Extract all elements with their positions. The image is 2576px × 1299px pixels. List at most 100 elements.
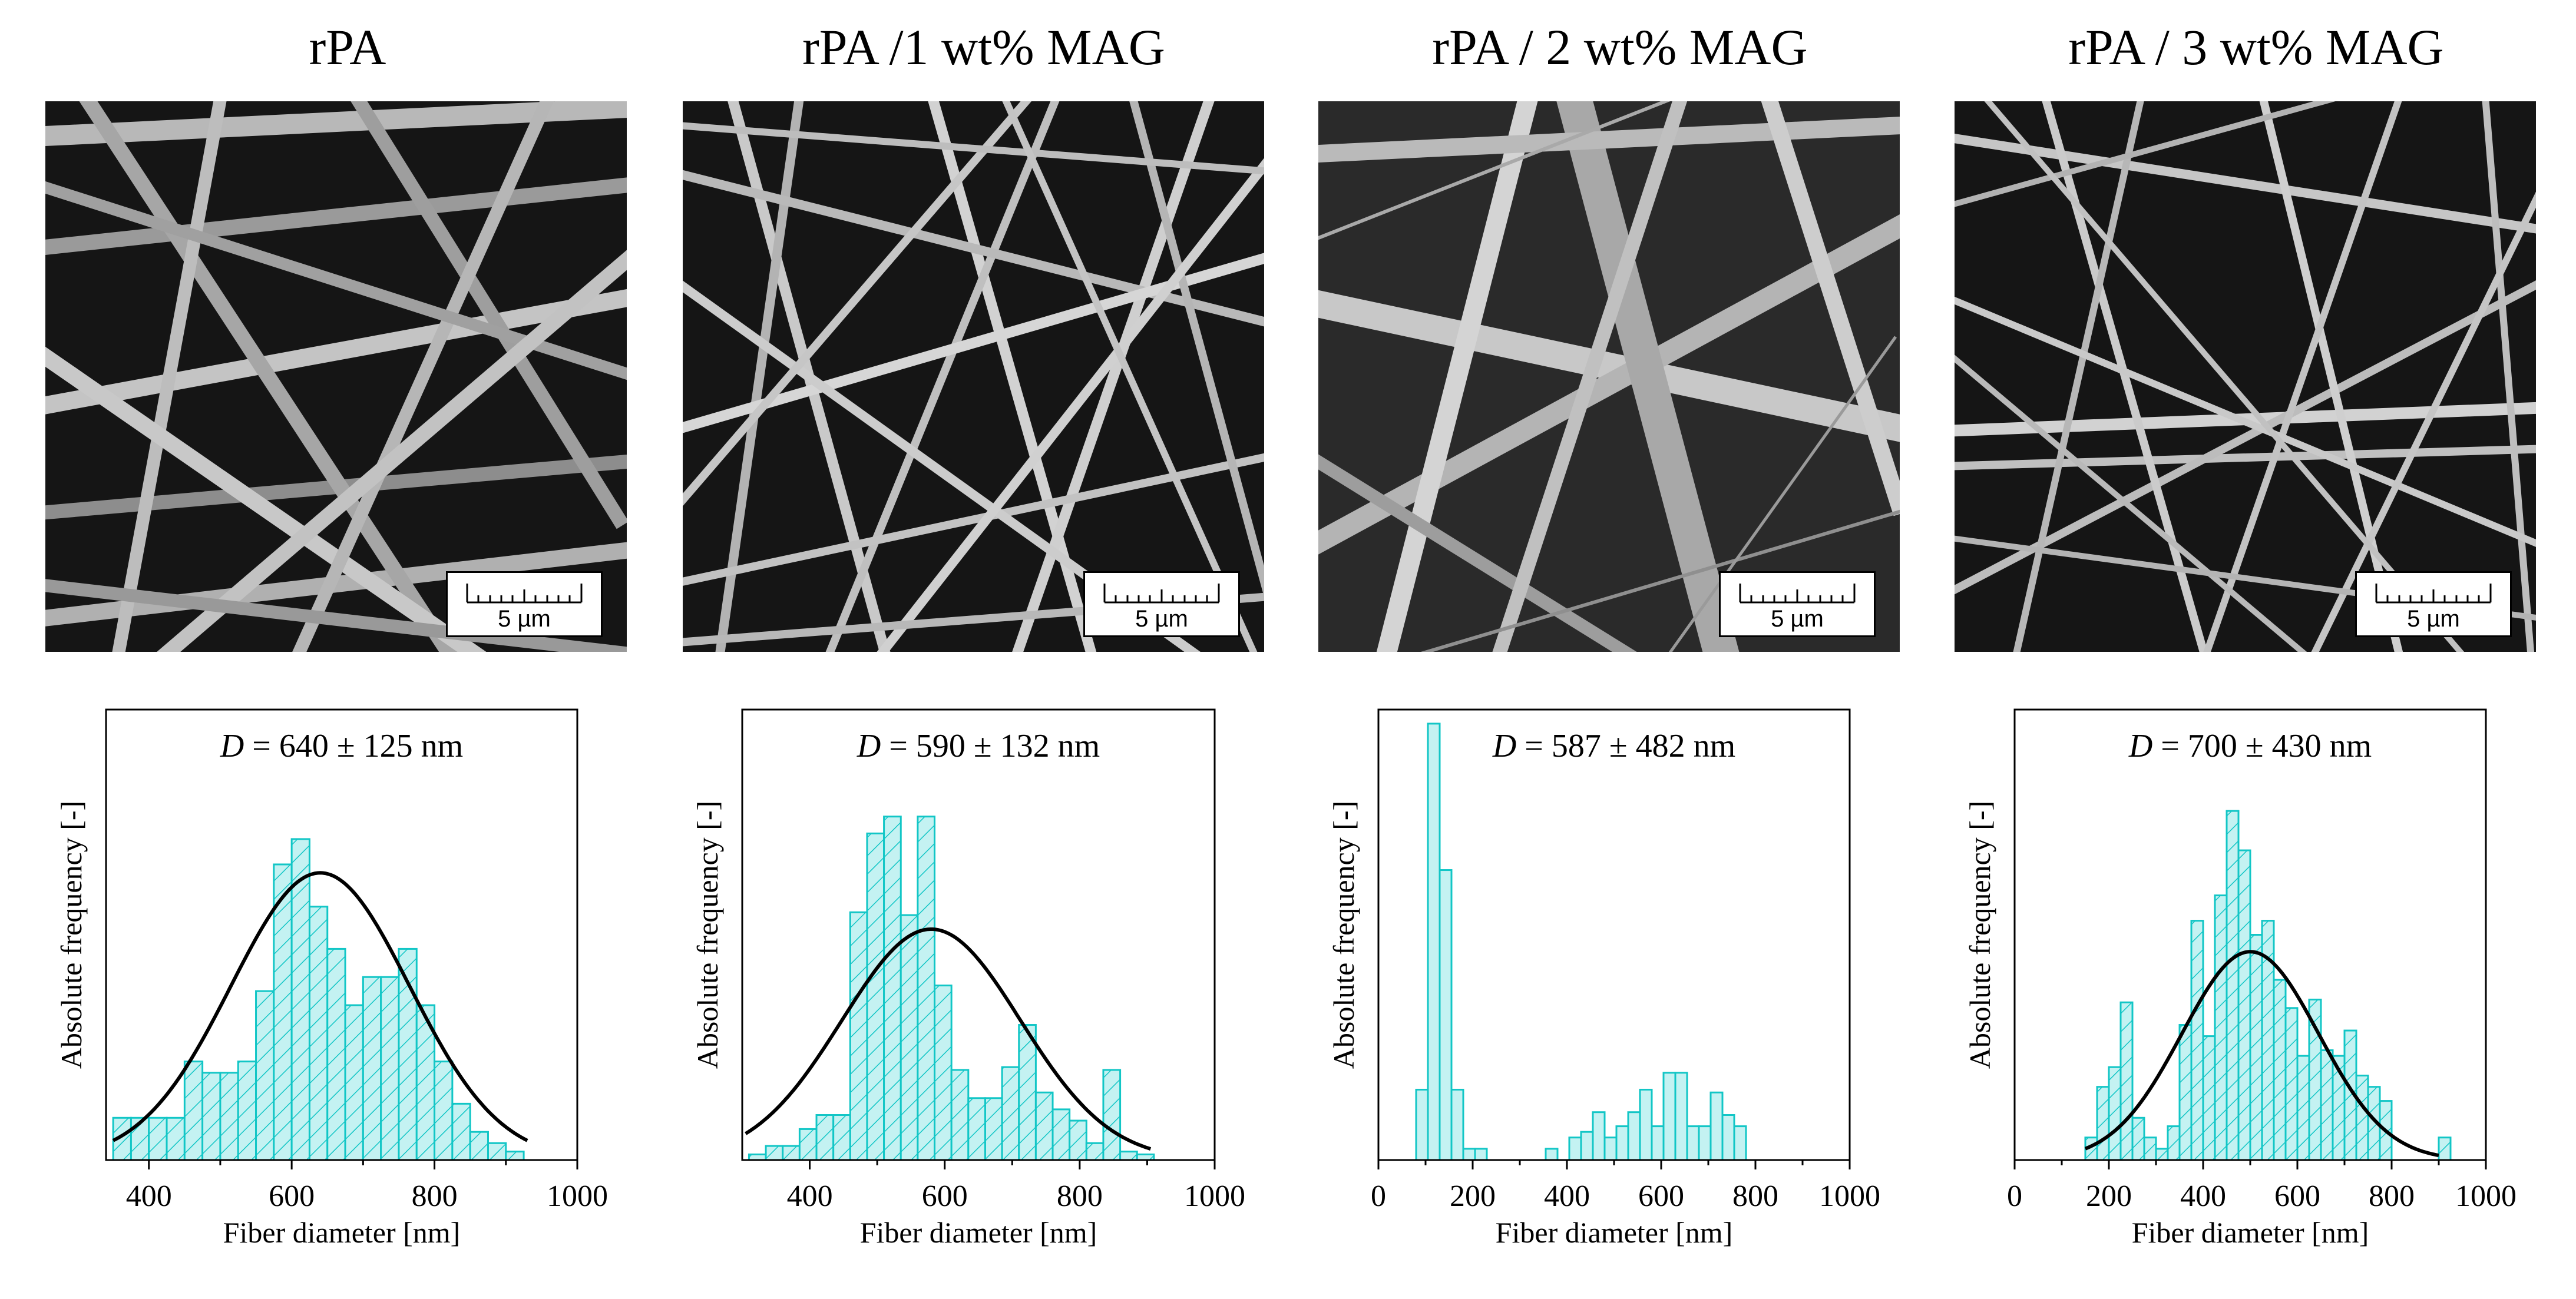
histogram-bar bbox=[798, 1128, 818, 1161]
histogram-bar bbox=[326, 947, 346, 1161]
y-axis-label: Absolute frequency [-] bbox=[691, 801, 724, 1069]
histogram-bar bbox=[1034, 1091, 1054, 1161]
histogram-bar bbox=[1439, 869, 1453, 1161]
fiber-network-rpa-1wt-mag bbox=[683, 101, 1264, 652]
histogram-bar bbox=[1733, 1125, 1747, 1161]
normal-fit-curve bbox=[2084, 950, 2439, 1158]
annotation-symbol: D bbox=[2128, 728, 2152, 764]
scale-bar: 5 µm bbox=[446, 571, 603, 637]
panel-title-rpa-3wt-mag: rPA / 3 wt% MAG bbox=[2068, 19, 2444, 75]
histogram-bar bbox=[237, 1061, 257, 1161]
scale-bar-ruler bbox=[1103, 584, 1220, 604]
diameter-annotation: D = 700 ± 430 nm bbox=[2128, 728, 2372, 764]
scale-bar-label: 5 µm bbox=[1135, 606, 1188, 632]
histogram-panel-4: 0 200 400 600 800 1000 Fiber diameter [nm] Abso… bbox=[1963, 708, 2517, 1249]
histogram-bar bbox=[1051, 1108, 1071, 1161]
histogram-bar bbox=[255, 990, 275, 1161]
x-tick-label: 1000 bbox=[2455, 1179, 2517, 1213]
histogram-bar bbox=[1102, 1069, 1122, 1161]
histogram-bar bbox=[866, 832, 885, 1161]
annotation-value: = 640 ± 125 nm bbox=[244, 728, 463, 764]
histogram-bar bbox=[308, 906, 329, 1161]
sem-image-rpa-3wt-mag: 5 µm bbox=[1955, 101, 2536, 652]
x-axis-label: Fiber diameter [nm] bbox=[860, 1216, 1097, 1249]
histogram-bar bbox=[815, 1114, 835, 1161]
histogram-bar bbox=[1580, 1131, 1594, 1161]
x-tick-label: 1000 bbox=[1184, 1179, 1245, 1213]
histogram-bar bbox=[1415, 1088, 1429, 1161]
diameter-annotation: D = 587 ± 482 nm bbox=[1492, 728, 1735, 764]
scale-bar: 5 µm bbox=[2355, 571, 2512, 637]
x-tick-label: 1000 bbox=[1819, 1179, 1880, 1213]
histogram-panel-1: 400 600 800 1000 Fiber diameter [nm] Absolute… bbox=[55, 708, 608, 1249]
annotation-value: = 587 ± 482 nm bbox=[1516, 728, 1735, 764]
x-tick-label: 0 bbox=[1371, 1179, 1386, 1213]
histogram-bar bbox=[451, 1102, 471, 1161]
y-axis-label: Absolute frequency [-] bbox=[55, 801, 88, 1069]
annotation-value: = 700 ± 430 nm bbox=[2152, 728, 2372, 764]
histogram-bar bbox=[273, 863, 293, 1161]
histogram-bar bbox=[1069, 1119, 1087, 1161]
sem-image-rpa-1wt-mag: 5 µm bbox=[683, 101, 1264, 652]
histogram-bar bbox=[1698, 1125, 1712, 1161]
x-axis-label: Fiber diameter [nm] bbox=[2132, 1216, 2369, 1249]
normal-fit-curve bbox=[745, 927, 1152, 1151]
histogram-bar bbox=[917, 816, 936, 1161]
histogram-bar bbox=[2108, 1066, 2122, 1161]
fiber-network-rpa-3wt-mag bbox=[1955, 101, 2536, 652]
histogram-bar bbox=[2202, 1035, 2216, 1161]
x-tick-label: 600 bbox=[1638, 1179, 1684, 1213]
annotation-value: = 590 ± 132 nm bbox=[881, 728, 1100, 764]
histogram-bar bbox=[2273, 979, 2287, 1161]
histogram-bar bbox=[469, 1131, 489, 1161]
x-tick-label: 800 bbox=[1057, 1179, 1103, 1213]
histogram-bar bbox=[1603, 1136, 1618, 1161]
x-tick-label: 800 bbox=[412, 1179, 458, 1213]
annotation-symbol: D bbox=[1492, 728, 1516, 764]
histogram-bar bbox=[849, 911, 868, 1161]
histogram-bar bbox=[380, 976, 400, 1161]
x-tick-label: 400 bbox=[2180, 1179, 2226, 1213]
histogram-bar bbox=[967, 1097, 986, 1161]
scale-bar-label: 5 µm bbox=[498, 606, 551, 632]
y-axis-label: Absolute frequency [-] bbox=[1963, 801, 1996, 1069]
x-axis-label: Fiber diameter [nm] bbox=[1496, 1216, 1733, 1249]
histogram-bar bbox=[1721, 1114, 1735, 1161]
histogram-bar bbox=[2284, 1007, 2299, 1161]
y-axis-label: Absolute frequency [-] bbox=[1327, 801, 1360, 1069]
histogram-bar bbox=[1568, 1136, 1582, 1161]
sem-image-rpa: 5 µm bbox=[45, 101, 627, 652]
histogram-bar bbox=[1427, 723, 1441, 1161]
histogram-bar bbox=[1085, 1142, 1105, 1161]
plot-frame bbox=[741, 708, 1216, 1161]
histogram-bar bbox=[362, 976, 382, 1161]
histogram-bar bbox=[1651, 1125, 1665, 1161]
histogram-bar bbox=[1018, 1024, 1037, 1161]
histogram-bar bbox=[782, 1145, 801, 1161]
histogram-bar bbox=[832, 1114, 851, 1161]
histogram-bar bbox=[1674, 1072, 1688, 1161]
histogram-bar bbox=[2190, 920, 2204, 1161]
histogram-bar bbox=[1462, 1148, 1476, 1161]
histogram-bar bbox=[2178, 1024, 2193, 1161]
panel-title-rpa-2wt-mag: rPA / 2 wt% MAG bbox=[1432, 19, 1808, 75]
histogram-bar bbox=[290, 838, 310, 1161]
histogram-bar bbox=[2249, 934, 2263, 1161]
histogram-bar bbox=[1119, 1151, 1138, 1161]
histogram-bar bbox=[2131, 1116, 2145, 1161]
x-tick-label: 400 bbox=[1544, 1179, 1590, 1213]
diameter-annotation: D = 640 ± 125 nm bbox=[220, 728, 463, 764]
histogram-bar bbox=[148, 1116, 168, 1161]
scale-bar-label: 5 µm bbox=[1771, 606, 1824, 632]
histogram-bar bbox=[2143, 1136, 2157, 1161]
histogram-bar bbox=[505, 1151, 525, 1161]
x-tick-label: 400 bbox=[787, 1179, 833, 1213]
histogram-bar bbox=[1615, 1125, 1629, 1161]
histogram-bar bbox=[2237, 849, 2251, 1161]
histogram-bar bbox=[219, 1072, 239, 1161]
histogram-bar bbox=[1450, 1088, 1464, 1161]
histogram-bar bbox=[765, 1145, 784, 1161]
annotation-symbol: D bbox=[220, 728, 244, 764]
histogram-bar bbox=[1686, 1125, 1700, 1161]
